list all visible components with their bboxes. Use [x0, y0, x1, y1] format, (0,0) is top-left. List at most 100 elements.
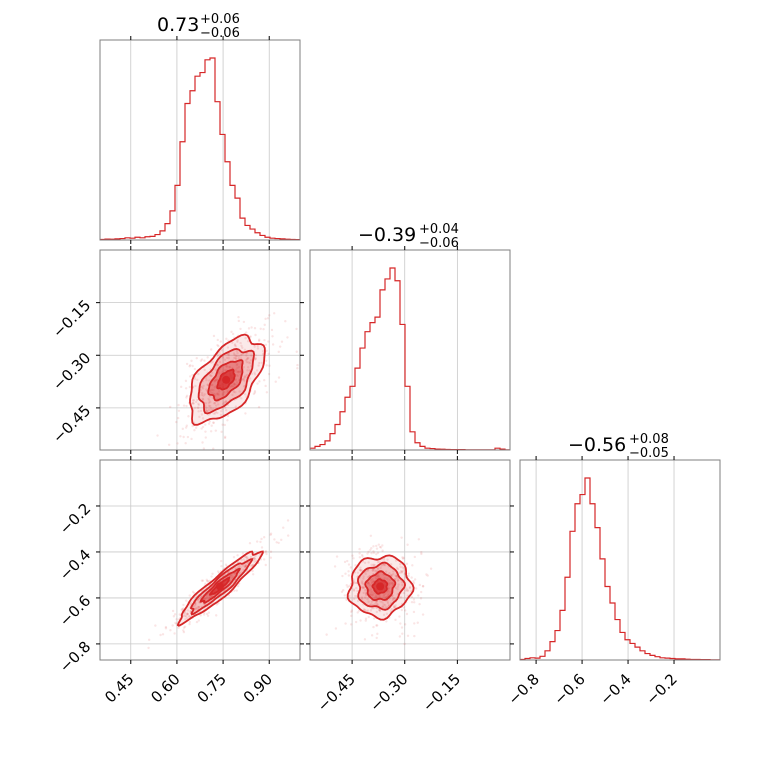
scatter-point	[244, 376, 247, 379]
scatter-point	[243, 393, 247, 396]
scatter-point	[265, 349, 268, 353]
scatter-point	[378, 609, 382, 613]
scatter-point	[363, 561, 367, 565]
scatter-point	[207, 408, 211, 412]
scatter-point	[205, 595, 209, 598]
scatter-point	[242, 568, 245, 571]
scatter-point	[410, 576, 413, 579]
scatter-point	[350, 614, 353, 618]
panel-frame-0-0	[99, 39, 301, 241]
scatter-point	[264, 317, 267, 321]
scatter-point	[254, 333, 257, 337]
scatter-point	[224, 400, 227, 404]
scatter-point	[277, 350, 280, 354]
scatter-point	[207, 397, 210, 400]
scatter-point	[420, 590, 423, 594]
scatter-point	[344, 572, 347, 575]
scatter-point	[260, 546, 264, 549]
scatter-point	[360, 586, 364, 589]
scatter-point	[364, 572, 367, 576]
scatter-point	[213, 401, 217, 405]
scatter-point	[273, 312, 276, 315]
scatter-point	[206, 383, 209, 387]
scatter-point	[264, 550, 268, 553]
scatter-point	[223, 358, 227, 361]
scatter-point	[264, 343, 268, 346]
scatter-point	[246, 357, 249, 360]
scatter-point	[383, 604, 387, 607]
scatter-point	[366, 609, 370, 612]
panel-frame-2-2	[519, 459, 721, 661]
density-peak	[222, 375, 231, 384]
scatter-point	[258, 380, 261, 383]
scatter-point	[205, 579, 209, 583]
scatter-point	[262, 327, 265, 331]
scatter-point	[376, 603, 379, 606]
scatter-point	[195, 606, 198, 609]
scatter-point	[416, 621, 419, 624]
scatter-point	[235, 381, 239, 384]
scatter-point	[191, 373, 194, 377]
scatter-point	[358, 568, 362, 572]
scatter-point	[267, 340, 270, 343]
density-peak	[376, 582, 385, 591]
scatter-point	[252, 556, 256, 560]
scatter-point	[352, 589, 356, 592]
scatter-point	[193, 604, 197, 607]
scatter-point	[349, 623, 353, 626]
scatter-point	[203, 597, 207, 601]
scatter-point	[295, 350, 298, 353]
scatter-point	[268, 364, 271, 367]
scatter-point	[375, 610, 379, 614]
scatter-point	[359, 568, 362, 572]
scatter-point	[370, 607, 374, 610]
scatter-point	[270, 328, 274, 332]
scatter-point	[208, 405, 212, 408]
scatter-point	[214, 410, 218, 414]
scatter-point	[371, 577, 374, 581]
x-tick-label-param-0-3: 0.90	[240, 670, 276, 706]
title-param-2: −0.56	[568, 434, 626, 456]
scatter-point	[417, 538, 421, 541]
scatter-point	[210, 575, 213, 578]
scatter-point	[216, 411, 219, 415]
scatter-point	[366, 569, 370, 572]
scatter-point	[236, 374, 240, 378]
scatter-point	[374, 595, 377, 598]
scatter-point	[344, 622, 347, 625]
scatter-point	[246, 339, 250, 343]
scatter-point	[371, 568, 375, 572]
scatter-point	[371, 593, 374, 597]
scatter-point	[185, 424, 189, 427]
scatter-point	[388, 583, 391, 586]
scatter-point	[394, 604, 397, 607]
scatter-point	[359, 566, 362, 569]
scatter-point	[244, 564, 247, 567]
scatter-point	[257, 405, 261, 409]
scatter-point	[372, 564, 375, 567]
scatter-point	[236, 370, 240, 373]
scatter-point	[250, 326, 253, 329]
scatter-point	[202, 447, 206, 450]
histogram-param-0	[100, 57, 300, 240]
scatter-point	[248, 542, 252, 545]
scatter-point	[265, 364, 268, 367]
scatter-point	[343, 560, 347, 564]
scatter-point	[200, 393, 204, 397]
scatter-point	[377, 574, 380, 578]
scatter-point	[268, 314, 271, 317]
scatter-point	[386, 558, 389, 561]
scatter-point	[234, 378, 237, 382]
scatter-point	[364, 596, 367, 599]
scatter-point	[230, 384, 233, 388]
scatter-point	[364, 619, 367, 622]
scatter-point	[244, 564, 248, 568]
scatter-point	[358, 556, 362, 559]
scatter-point	[191, 401, 195, 405]
scatter-point	[411, 564, 414, 567]
scatter-point	[246, 369, 249, 372]
scatter-point	[156, 434, 159, 437]
scatter-point	[399, 569, 403, 573]
scatter-point	[271, 343, 275, 346]
scatter-point	[186, 612, 189, 616]
